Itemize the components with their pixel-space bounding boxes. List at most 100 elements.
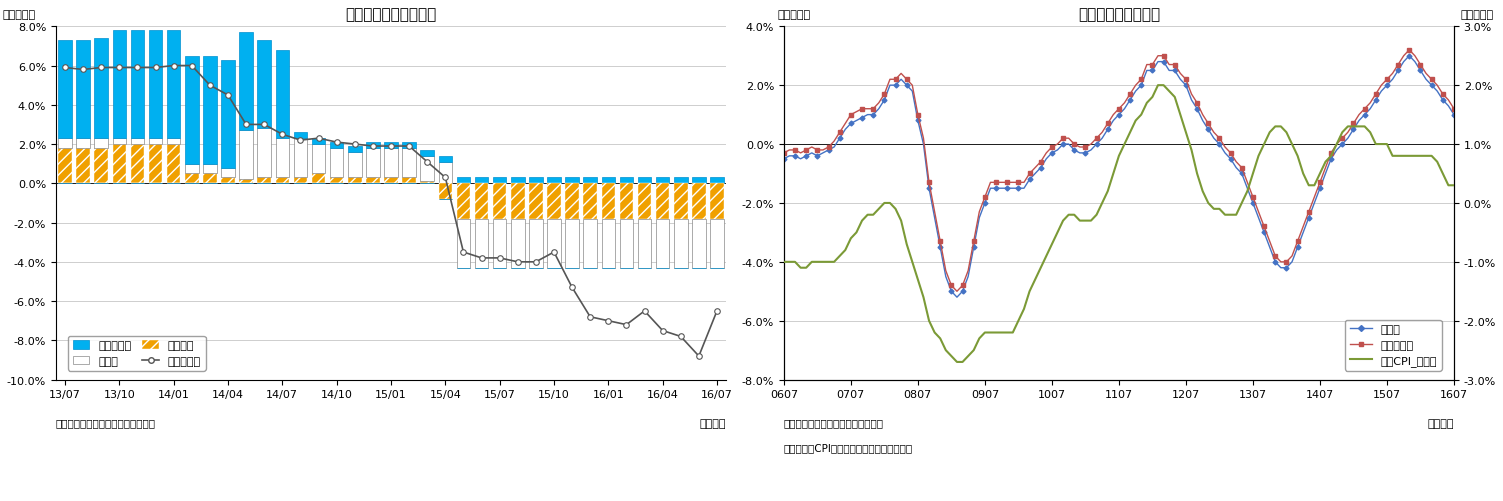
Bar (565, 178, 579, 184)
コアCPI_右目盛 (932, 336, 950, 342)
Bar (385, 143, 398, 149)
Bar (239, 131, 253, 180)
コアCPI_右目盛 (948, 359, 966, 365)
Line: 最終財: 最終財 (782, 55, 1456, 299)
Bar (239, 180, 253, 184)
Bar (637, 178, 651, 184)
Text: （月次）: （月次） (1428, 418, 1453, 428)
Bar (619, 178, 633, 184)
Text: （注）コアCPI上昇率は消費税の影響を除く: （注）コアCPI上昇率は消費税の影響を除く (785, 442, 912, 452)
Bar (493, 184, 507, 219)
Bar (167, 145, 180, 184)
Bar (311, 145, 325, 174)
最終財 (1199, 127, 1217, 133)
Bar (601, 178, 615, 184)
Bar (511, 184, 525, 219)
Bar (77, 41, 90, 139)
Title: 国内需要財の要因分解: 国内需要財の要因分解 (346, 7, 436, 22)
Bar (367, 178, 380, 184)
Bar (529, 184, 543, 219)
Bar (113, 145, 126, 184)
Bar (511, 219, 525, 268)
Bar (529, 178, 543, 184)
Bar (293, 133, 307, 139)
Bar (493, 219, 507, 268)
Bar (439, 162, 452, 184)
Bar (655, 184, 669, 219)
Bar (293, 178, 307, 184)
Bar (257, 178, 271, 184)
Bar (565, 219, 579, 268)
Bar (149, 145, 162, 184)
Bar (637, 219, 651, 268)
Bar (565, 184, 579, 219)
最終財 (842, 121, 860, 127)
コアCPI_右目盛 (776, 260, 794, 266)
Bar (711, 178, 724, 184)
Bar (475, 178, 488, 184)
Bar (329, 178, 343, 184)
Bar (311, 174, 325, 184)
Bar (275, 51, 289, 139)
Text: （前年比）: （前年比） (1461, 10, 1494, 20)
Bar (257, 41, 271, 129)
Bar (95, 39, 108, 139)
Text: （月次）: （月次） (699, 418, 726, 428)
最終財 (932, 244, 950, 250)
Bar (185, 57, 198, 164)
うち消費財 (1066, 142, 1084, 148)
Bar (385, 149, 398, 178)
Bar (619, 219, 633, 268)
Bar (439, 156, 452, 162)
Bar (203, 164, 216, 174)
うち消費財 (1411, 63, 1429, 69)
Bar (221, 61, 234, 168)
Bar (711, 184, 724, 219)
最終財 (1444, 112, 1462, 118)
Bar (95, 149, 108, 184)
Bar (329, 149, 343, 178)
Bar (149, 139, 162, 145)
Bar (457, 219, 470, 268)
Bar (655, 219, 669, 268)
Bar (131, 145, 144, 184)
コアCPI_右目盛 (1205, 206, 1223, 212)
Bar (185, 164, 198, 174)
Bar (349, 153, 362, 178)
うち消費財 (842, 112, 860, 118)
コアCPI_右目盛 (1148, 83, 1166, 89)
Bar (583, 219, 597, 268)
Bar (59, 41, 72, 139)
Bar (475, 184, 488, 219)
最終財 (1411, 68, 1429, 74)
うち消費財 (1199, 121, 1217, 127)
Bar (167, 31, 180, 139)
Bar (711, 219, 724, 268)
Bar (673, 184, 687, 219)
Bar (421, 156, 434, 182)
Text: （資料）日本銀行「企業物価指数」: （資料）日本銀行「企業物価指数」 (56, 418, 156, 428)
Bar (583, 184, 597, 219)
Bar (239, 33, 253, 131)
Bar (619, 184, 633, 219)
最終財 (1401, 54, 1419, 60)
Legend: 最終消費財, 中間財, 素原材料, 国内需要財: 最終消費財, 中間財, 素原材料, 国内需要財 (68, 336, 206, 371)
Bar (275, 139, 289, 178)
Bar (203, 57, 216, 164)
Bar (403, 143, 416, 149)
Bar (457, 184, 470, 219)
Title: 最終財と消費者物価: 最終財と消費者物価 (1078, 7, 1160, 22)
Bar (221, 178, 234, 184)
Bar (691, 178, 705, 184)
Bar (421, 151, 434, 156)
Bar (77, 139, 90, 149)
Text: （資料）日本銀行「企業物価指数」: （資料）日本銀行「企業物価指数」 (785, 418, 884, 428)
うち消費財 (1232, 165, 1250, 171)
Line: うち消費財: うち消費財 (782, 49, 1456, 294)
Bar (583, 178, 597, 184)
Bar (637, 184, 651, 219)
Bar (167, 139, 180, 145)
Line: コアCPI_右目盛: コアCPI_右目盛 (785, 86, 1453, 362)
うち消費財 (1401, 48, 1419, 54)
Bar (131, 31, 144, 139)
